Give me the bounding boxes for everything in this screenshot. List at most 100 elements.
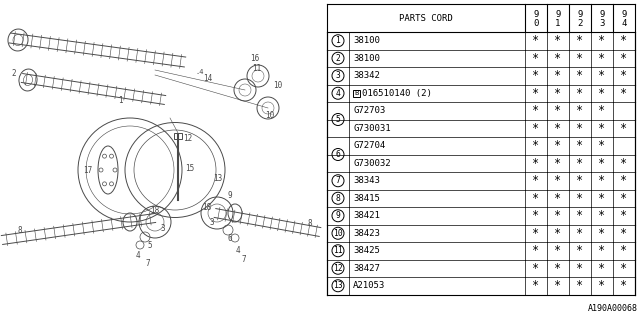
- Text: *: *: [532, 69, 540, 82]
- Text: 17: 17: [83, 165, 93, 174]
- Text: 18: 18: [150, 205, 159, 214]
- Text: *: *: [577, 34, 584, 47]
- Text: *: *: [554, 87, 561, 100]
- Text: *: *: [620, 122, 628, 135]
- Text: *: *: [598, 227, 605, 240]
- Text: G730032: G730032: [353, 159, 390, 168]
- Text: *: *: [554, 279, 561, 292]
- Text: 14: 14: [204, 74, 212, 83]
- Text: 11: 11: [333, 246, 343, 255]
- Text: *: *: [577, 209, 584, 222]
- Text: 15: 15: [186, 164, 195, 172]
- Text: 9: 9: [335, 211, 340, 220]
- Text: 10: 10: [273, 81, 283, 90]
- Text: 1: 1: [556, 19, 561, 28]
- Bar: [353, 90, 360, 97]
- Text: 1: 1: [335, 36, 340, 45]
- Text: *: *: [554, 139, 561, 152]
- Text: 38423: 38423: [353, 229, 380, 238]
- Text: *: *: [554, 262, 561, 275]
- Text: *: *: [620, 157, 628, 170]
- Text: *: *: [598, 209, 605, 222]
- Text: *: *: [598, 174, 605, 187]
- Text: *: *: [532, 209, 540, 222]
- Text: PARTS CORD: PARTS CORD: [399, 13, 453, 22]
- Text: *: *: [554, 192, 561, 205]
- Text: *: *: [620, 209, 628, 222]
- Text: 6: 6: [228, 234, 232, 243]
- Text: *: *: [554, 122, 561, 135]
- Text: *: *: [532, 139, 540, 152]
- Text: *: *: [554, 69, 561, 82]
- Text: *: *: [532, 157, 540, 170]
- Text: G730031: G730031: [353, 124, 390, 133]
- Text: *: *: [577, 192, 584, 205]
- Text: *: *: [532, 192, 540, 205]
- Text: 5: 5: [335, 115, 340, 124]
- Text: 9: 9: [533, 10, 539, 19]
- Text: 38342: 38342: [353, 71, 380, 80]
- Text: 10: 10: [333, 229, 343, 238]
- Text: *: *: [598, 139, 605, 152]
- Text: 11: 11: [252, 63, 262, 73]
- Text: .4: .4: [196, 69, 204, 75]
- Text: 3: 3: [599, 19, 605, 28]
- Text: 12: 12: [184, 133, 193, 142]
- Text: *: *: [620, 262, 628, 275]
- Text: 16: 16: [250, 53, 260, 62]
- Text: *: *: [532, 52, 540, 65]
- Text: *: *: [554, 227, 561, 240]
- Text: *: *: [598, 157, 605, 170]
- Text: *: *: [532, 34, 540, 47]
- Text: *: *: [598, 52, 605, 65]
- Text: *: *: [620, 87, 628, 100]
- Text: *: *: [554, 157, 561, 170]
- Text: *: *: [577, 174, 584, 187]
- Text: 4: 4: [236, 245, 240, 254]
- Text: *: *: [577, 262, 584, 275]
- Text: *: *: [577, 52, 584, 65]
- Text: *: *: [532, 174, 540, 187]
- Text: 9: 9: [599, 10, 605, 19]
- Text: 12: 12: [333, 264, 343, 273]
- Text: 4: 4: [136, 252, 140, 260]
- Text: 4: 4: [621, 19, 627, 28]
- Text: *: *: [554, 104, 561, 117]
- Text: 10: 10: [266, 110, 275, 119]
- Text: *: *: [532, 227, 540, 240]
- Text: 7: 7: [335, 176, 340, 185]
- Text: 8: 8: [18, 226, 22, 235]
- Text: *: *: [620, 192, 628, 205]
- Text: *: *: [620, 279, 628, 292]
- Text: *: *: [554, 244, 561, 257]
- Text: 4: 4: [335, 89, 340, 98]
- Text: G72704: G72704: [353, 141, 385, 150]
- Text: *: *: [532, 122, 540, 135]
- Text: *: *: [532, 104, 540, 117]
- Text: 38100: 38100: [353, 54, 380, 63]
- Text: *: *: [577, 122, 584, 135]
- Text: 2: 2: [577, 19, 582, 28]
- Text: *: *: [577, 157, 584, 170]
- Text: *: *: [620, 244, 628, 257]
- Text: *: *: [620, 52, 628, 65]
- Text: *: *: [620, 227, 628, 240]
- Text: 8: 8: [335, 194, 340, 203]
- Text: *: *: [577, 87, 584, 100]
- Text: A190A00068: A190A00068: [588, 304, 638, 313]
- Text: A21053: A21053: [353, 281, 385, 290]
- Text: 7: 7: [242, 255, 246, 265]
- Text: 18: 18: [202, 203, 212, 212]
- Text: 38100: 38100: [353, 36, 380, 45]
- Text: *: *: [620, 34, 628, 47]
- Text: *: *: [598, 87, 605, 100]
- Text: *: *: [577, 244, 584, 257]
- Text: 0: 0: [533, 19, 539, 28]
- Text: *: *: [620, 69, 628, 82]
- Text: *: *: [598, 262, 605, 275]
- Text: 016510140 (2): 016510140 (2): [362, 89, 432, 98]
- Text: B: B: [355, 90, 358, 96]
- Text: *: *: [577, 104, 584, 117]
- Text: 9: 9: [228, 190, 232, 199]
- Text: 9: 9: [556, 10, 561, 19]
